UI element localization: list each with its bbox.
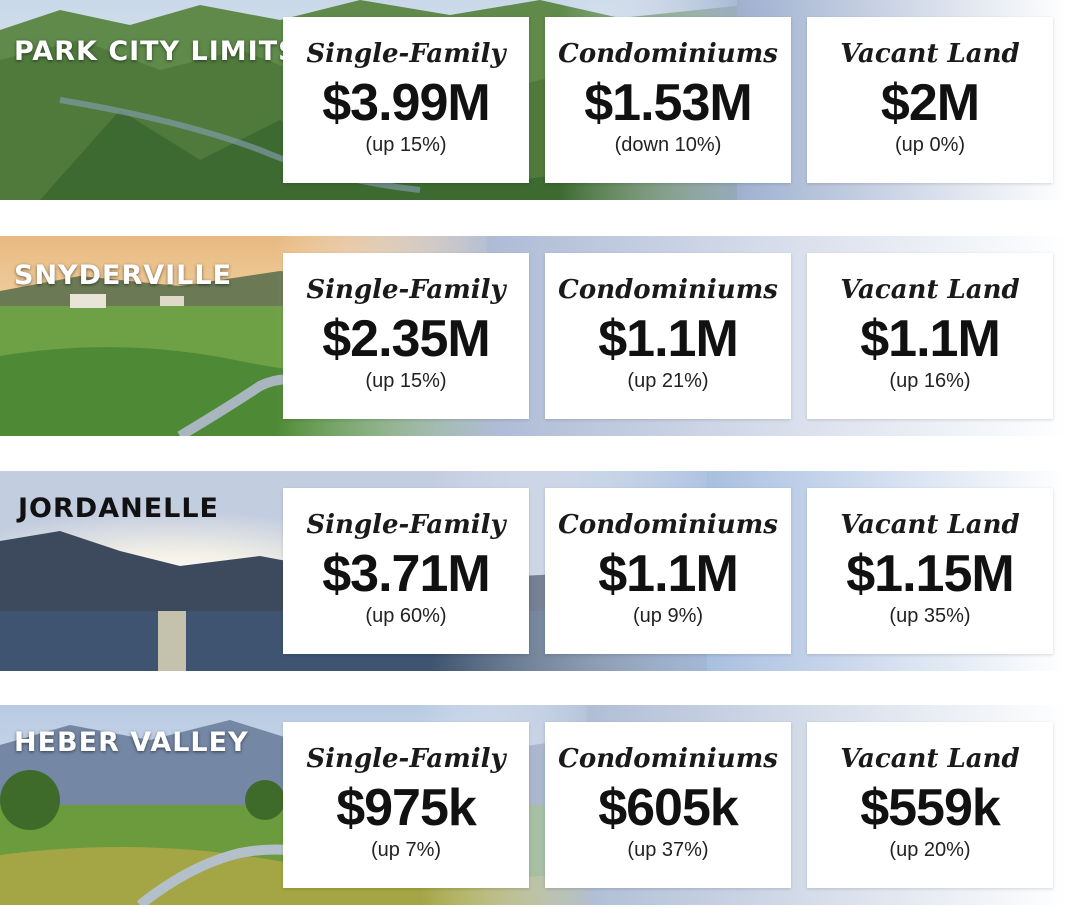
card-type-label: Condominiums: [558, 39, 778, 69]
card-change: (up 35%): [889, 605, 971, 627]
card-vacant-land: Vacant Land $559k (up 20%): [807, 722, 1053, 888]
region-band-snyderville: SNYDERVILLE Single-Family $2.35M (up 15%…: [0, 236, 1067, 436]
card-type-label: Single-Family: [306, 39, 506, 69]
card-change: (up 15%): [365, 370, 447, 392]
region-name: PARK CITY LIMITS: [14, 36, 299, 67]
region-name: SNYDERVILLE: [14, 260, 233, 291]
card-change: (up 21%): [627, 370, 709, 392]
card-type-label: Single-Family: [306, 275, 506, 305]
card-price: $2M: [880, 74, 980, 132]
card-change: (up 0%): [894, 134, 966, 156]
card-price: $2.35M: [322, 310, 490, 368]
card-single-family: Single-Family $3.99M (up 15%): [283, 17, 529, 183]
card-change: (up 15%): [365, 134, 447, 156]
region-band-heber-valley: HEBER VALLEY Single-Family $975k (up 7%)…: [0, 705, 1067, 905]
card-type-label: Condominiums: [558, 275, 778, 305]
card-vacant-land: Vacant Land $1.15M (up 35%): [807, 488, 1053, 654]
card-change: (up 60%): [365, 605, 447, 627]
card-price: $1.1M: [860, 310, 1001, 368]
card-type-label: Vacant Land: [840, 39, 1020, 69]
card-type-label: Condominiums: [558, 744, 778, 774]
card-price: $1.1M: [598, 310, 739, 368]
card-price: $605k: [598, 779, 739, 837]
card-price: $1.15M: [846, 545, 1014, 603]
card-single-family: Single-Family $2.35M (up 15%): [283, 253, 529, 419]
card-change: (up 20%): [889, 839, 971, 861]
card-price: $975k: [336, 779, 477, 837]
card-single-family: Single-Family $3.71M (up 60%): [283, 488, 529, 654]
card-single-family: Single-Family $975k (up 7%): [283, 722, 529, 888]
card-price: $1.1M: [598, 545, 739, 603]
region-band-park-city: PARK CITY LIMITS Single-Family $3.99M (u…: [0, 0, 1067, 200]
card-price: $3.99M: [322, 74, 490, 132]
card-price: $559k: [860, 779, 1001, 837]
card-type-label: Condominiums: [558, 510, 778, 540]
region-band-jordanelle: JORDANELLE Single-Family $3.71M (up 60%)…: [0, 471, 1067, 671]
card-condominiums: Condominiums $1.53M (down 10%): [545, 17, 791, 183]
card-price: $1.53M: [584, 74, 752, 132]
card-type-label: Vacant Land: [840, 510, 1020, 540]
card-condominiums: Condominiums $605k (up 37%): [545, 722, 791, 888]
card-change: (up 37%): [627, 839, 709, 861]
card-type-label: Single-Family: [306, 510, 506, 540]
card-change: (up 9%): [632, 605, 704, 627]
card-change: (up 16%): [889, 370, 971, 392]
card-price: $3.71M: [322, 545, 490, 603]
card-vacant-land: Vacant Land $1.1M (up 16%): [807, 253, 1053, 419]
card-condominiums: Condominiums $1.1M (up 21%): [545, 253, 791, 419]
card-type-label: Vacant Land: [840, 275, 1020, 305]
card-condominiums: Condominiums $1.1M (up 9%): [545, 488, 791, 654]
card-type-label: Single-Family: [306, 744, 506, 774]
card-change: (up 7%): [370, 839, 442, 861]
region-name: HEBER VALLEY: [14, 727, 249, 758]
region-name: JORDANELLE: [18, 493, 219, 524]
card-vacant-land: Vacant Land $2M (up 0%): [807, 17, 1053, 183]
card-type-label: Vacant Land: [840, 744, 1020, 774]
card-change: (down 10%): [614, 134, 722, 156]
